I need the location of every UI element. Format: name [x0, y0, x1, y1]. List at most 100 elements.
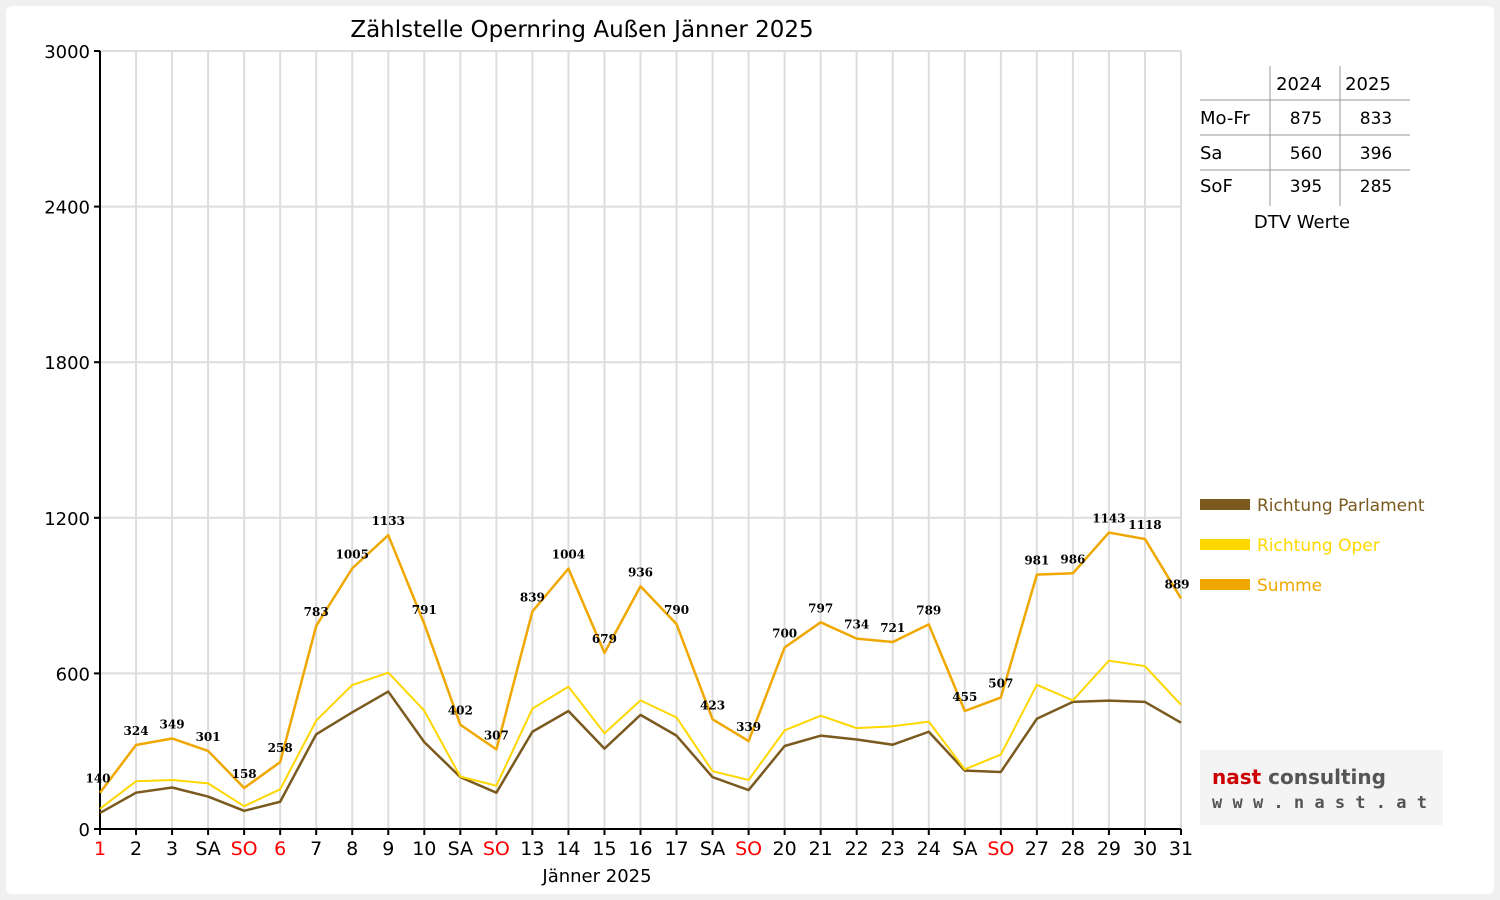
x-tick-label: 22 — [845, 838, 869, 860]
table-row-label: SoF — [1200, 176, 1233, 197]
x-tick-label: 1 — [94, 838, 106, 860]
series-lines — [99, 531, 1183, 815]
table-cell: 833 — [1360, 109, 1392, 129]
data-label: 301 — [196, 730, 221, 744]
dtv-table: 2024 2025 Mo-Fr 875 833 Sa 560 396 SoF 3… — [1200, 66, 1410, 233]
data-label: 791 — [412, 603, 437, 617]
logo-brand: nast consulting — [1212, 765, 1386, 789]
data-label: 889 — [1164, 577, 1189, 591]
table-header-2025: 2025 — [1345, 74, 1391, 95]
legend-swatch — [1200, 499, 1250, 510]
table-row-label: Mo-Fr — [1200, 108, 1250, 129]
table-row-label: Sa — [1200, 143, 1222, 164]
x-tick-label: SO — [735, 838, 762, 860]
x-tick-label: 16 — [628, 838, 652, 860]
y-tick-label: 3000 — [44, 42, 90, 63]
x-tick-label: 13 — [520, 838, 544, 860]
x-tick-label: 9 — [382, 838, 394, 860]
x-tick-label: 6 — [274, 838, 286, 860]
y-tick-label: 1800 — [44, 353, 90, 374]
x-tick-label: SO — [987, 838, 1014, 860]
x-tick-label: 29 — [1097, 838, 1121, 860]
data-label: 679 — [592, 632, 617, 646]
data-label: 402 — [448, 704, 473, 718]
data-label: 1133 — [372, 514, 405, 528]
x-tick-label: SA — [700, 838, 725, 860]
series-line-2 — [99, 659, 1182, 810]
data-label: 790 — [664, 603, 689, 617]
data-label: 986 — [1060, 552, 1085, 566]
nast-consulting-logo: nast consulting w w w . n a s t . a t — [1200, 750, 1443, 825]
x-tick-label: 17 — [664, 838, 688, 860]
series-line-1 — [99, 690, 1182, 815]
table-caption: DTV Werte — [1254, 212, 1350, 233]
table-cell: 285 — [1360, 177, 1392, 197]
data-label: 423 — [700, 698, 725, 712]
legend: Richtung Parlament Richtung Oper Summe — [1200, 496, 1425, 596]
x-tick-label: 21 — [809, 838, 833, 860]
x-tick-label: SA — [195, 838, 220, 860]
data-label: 783 — [304, 605, 329, 619]
logo-url: w w w . n a s t . a t — [1212, 793, 1427, 813]
legend-label: Richtung Oper — [1257, 536, 1380, 556]
x-tick-label: SA — [952, 838, 977, 860]
x-tick-label: 3 — [166, 838, 178, 860]
x-tick-label: 14 — [556, 838, 580, 860]
data-label: 307 — [484, 728, 509, 742]
grid — [100, 50, 1182, 829]
y-tick-label: 0 — [79, 820, 90, 841]
x-tick-label: 2 — [130, 838, 142, 860]
logo-brand-nast: nast — [1212, 765, 1262, 789]
data-label: 721 — [880, 621, 905, 635]
data-label: 140 — [85, 772, 110, 786]
data-label: 349 — [160, 717, 185, 731]
data-label: 839 — [520, 590, 545, 604]
x-tick-label: 28 — [1061, 838, 1085, 860]
table-cell: 875 — [1290, 109, 1322, 129]
data-label: 258 — [268, 741, 293, 755]
series-line-3 — [99, 531, 1183, 794]
y-tick-label: 2400 — [44, 198, 90, 219]
chart-frame — [6, 6, 1494, 894]
x-tick-label: 8 — [346, 838, 358, 860]
logo-background — [1200, 750, 1443, 825]
x-tick-label: 7 — [310, 838, 322, 860]
data-label: 339 — [736, 720, 761, 734]
x-tick-label: SO — [483, 838, 510, 860]
x-tick-label: 24 — [917, 838, 941, 860]
x-tick-label: 15 — [592, 838, 616, 860]
x-tick-label: 10 — [412, 838, 436, 860]
legend-label: Richtung Parlament — [1257, 496, 1425, 516]
y-tick-label: 600 — [56, 664, 90, 685]
x-tick-label: 20 — [773, 838, 797, 860]
legend-label: Summe — [1257, 576, 1322, 596]
data-label: 936 — [628, 565, 653, 579]
data-label: 797 — [808, 601, 833, 615]
data-label: 1005 — [336, 547, 369, 561]
data-label: 700 — [772, 626, 797, 640]
data-label: 158 — [232, 767, 257, 781]
logo-brand-consulting: consulting — [1261, 765, 1386, 789]
legend-swatch — [1200, 539, 1250, 550]
data-label: 324 — [124, 724, 149, 738]
legend-swatch — [1200, 579, 1250, 590]
table-cell: 560 — [1290, 144, 1322, 164]
table-header-2024: 2024 — [1276, 74, 1322, 95]
data-label: 1118 — [1128, 518, 1161, 532]
x-tick-label: 23 — [881, 838, 905, 860]
y-tick-labels: 0 600 1200 1800 2400 3000 — [44, 42, 100, 841]
x-tick-label: 27 — [1025, 838, 1049, 860]
x-tick-label: SA — [448, 838, 473, 860]
data-label: 734 — [844, 618, 869, 632]
data-label: 455 — [952, 690, 977, 704]
table-cell: 395 — [1290, 177, 1322, 197]
data-label: 1143 — [1092, 512, 1125, 526]
y-tick-label: 1200 — [44, 509, 90, 530]
data-label: 789 — [916, 603, 941, 617]
data-labels: 140 324 349 301 158 258 783 1005 1133 791 402 307 83… — [85, 512, 1189, 786]
x-tick-label: 30 — [1133, 838, 1157, 860]
x-tick-label: 31 — [1169, 838, 1193, 860]
data-label: 1004 — [552, 548, 585, 562]
data-label: 507 — [988, 677, 1013, 691]
